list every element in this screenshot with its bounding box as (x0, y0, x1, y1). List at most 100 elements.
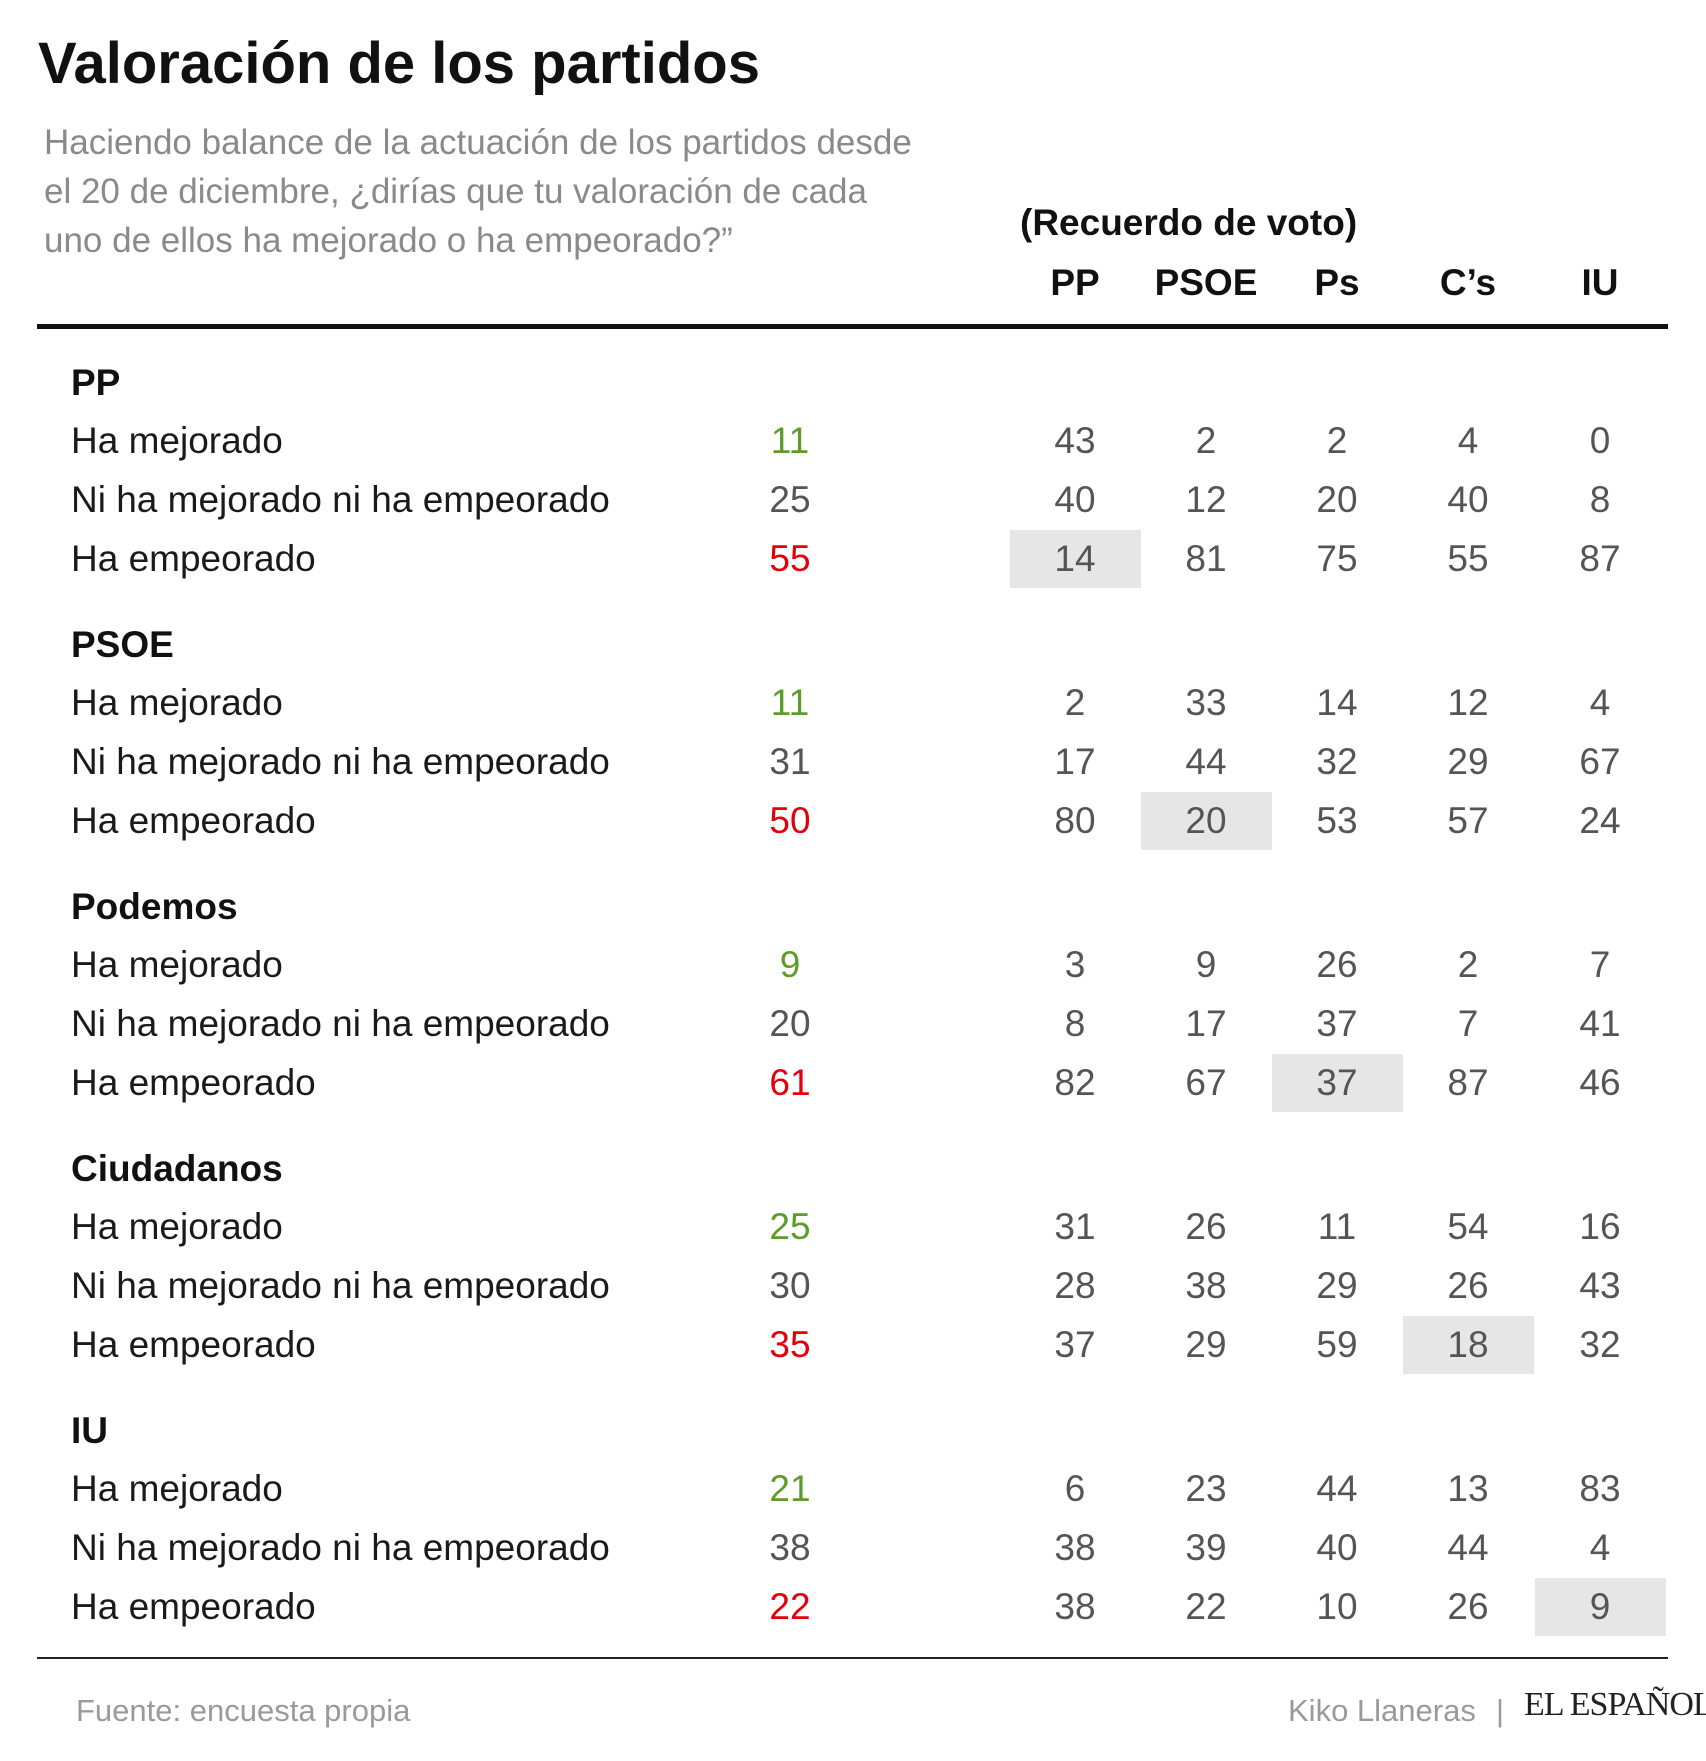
el-espanol-logo: EL ESPAÑOL (1524, 1686, 1706, 1723)
row-total: 25 (769, 479, 811, 520)
table-cell: 82 (1054, 1062, 1096, 1103)
table-cell: 53 (1316, 800, 1358, 841)
row-total: 38 (769, 1527, 811, 1568)
row-label: Ha empeorado (71, 538, 316, 579)
table-cell: 54 (1447, 1206, 1489, 1247)
table-cell: 17 (1185, 1003, 1227, 1044)
table-cell: 16 (1579, 1206, 1621, 1247)
table-cell: 46 (1579, 1062, 1621, 1103)
table-cell: 43 (1054, 420, 1096, 461)
row-total: 50 (769, 800, 811, 841)
column-header: C’s (1439, 262, 1497, 303)
chart-title: Valoración de los partidos (38, 31, 760, 96)
table-cell: 13 (1447, 1468, 1489, 1509)
table-cell: 4 (1589, 682, 1611, 723)
table-cell: 32 (1316, 741, 1358, 782)
row-label: Ha mejorado (71, 1468, 283, 1509)
row-total: 21 (769, 1468, 811, 1509)
table-cell: 32 (1579, 1324, 1621, 1365)
row-total: 11 (770, 420, 810, 461)
row-label: Ha mejorado (71, 944, 283, 985)
table-cell: 67 (1579, 741, 1621, 782)
row-label: Ni ha mejorado ni ha empeorado (71, 479, 610, 520)
table-cell: 3 (1064, 944, 1086, 985)
table-cell: 39 (1185, 1527, 1227, 1568)
table-cell: 40 (1316, 1527, 1358, 1568)
row-total: 11 (770, 682, 810, 723)
table-cell: 44 (1447, 1527, 1489, 1568)
table-cell: 26 (1447, 1265, 1489, 1306)
row-total: 9 (779, 944, 801, 985)
table-cell: 67 (1185, 1062, 1227, 1103)
column-header: Ps (1314, 262, 1360, 303)
table-cell: 10 (1316, 1586, 1358, 1627)
table-cell: 38 (1054, 1527, 1096, 1568)
table-cell: 24 (1579, 800, 1621, 841)
table-cell: 37 (1316, 1003, 1358, 1044)
table-cell: 83 (1579, 1468, 1621, 1509)
author-credit: Kiko Llaneras (1288, 1693, 1476, 1728)
table-cell: 9 (1195, 944, 1217, 985)
row-total: 61 (769, 1062, 811, 1103)
table-cell: 40 (1054, 479, 1096, 520)
table-cell: 44 (1185, 741, 1227, 782)
table-cell: 26 (1316, 944, 1358, 985)
row-label: Ha mejorado (71, 420, 283, 461)
table-cell: 81 (1185, 538, 1227, 579)
table-cell: 57 (1447, 800, 1489, 841)
table-cell: 38 (1185, 1265, 1227, 1306)
chart-subtitle: Haciendo balance de la actuación de los … (44, 123, 912, 260)
row-label: Ni ha mejorado ni ha empeorado (71, 741, 610, 782)
row-label: Ha empeorado (71, 1586, 316, 1627)
credit-separator: | (1496, 1693, 1505, 1728)
table-cell: 14 (1316, 682, 1358, 723)
row-total: 22 (769, 1586, 811, 1627)
table-cell: 6 (1064, 1468, 1086, 1509)
table-cell: 17 (1054, 741, 1096, 782)
row-label: Ha mejorado (71, 682, 283, 723)
table-cell: 2 (1457, 944, 1479, 985)
group-title: Podemos (71, 886, 238, 927)
table-cell: 38 (1054, 1586, 1096, 1627)
table-cell: 40 (1447, 479, 1489, 520)
row-total: 35 (769, 1324, 811, 1365)
table-cell: 2 (1195, 420, 1217, 461)
table-cell: 28 (1054, 1265, 1096, 1306)
table-cell: 31 (1054, 1206, 1096, 1247)
table-cell: 26 (1185, 1206, 1227, 1247)
table-cell: 22 (1185, 1586, 1227, 1627)
highlighted-cell: 9 (1534, 1578, 1666, 1636)
table-cell: 43 (1579, 1265, 1621, 1306)
table-cell: 7 (1589, 944, 1611, 985)
table-cell: 2 (1326, 420, 1348, 461)
table-cell: 29 (1447, 741, 1489, 782)
table-cell: 23 (1185, 1468, 1227, 1509)
table-cell: 12 (1185, 479, 1227, 520)
row-label: Ni ha mejorado ni ha empeorado (71, 1265, 610, 1306)
highlighted-cell: 20 (1140, 792, 1272, 850)
row-total: 31 (769, 741, 811, 782)
table-cell: 26 (1447, 1586, 1489, 1627)
row-total: 30 (769, 1265, 811, 1306)
column-header: IU (1581, 262, 1619, 303)
row-total: 55 (769, 538, 811, 579)
table-cell: 41 (1579, 1003, 1621, 1044)
table-cell: 4 (1457, 420, 1479, 461)
table-cell: 12 (1447, 682, 1489, 723)
table-cell: 7 (1457, 1003, 1479, 1044)
row-label: Ha empeorado (71, 1324, 316, 1365)
group-title: IU (71, 1410, 108, 1451)
table-cell: 8 (1064, 1003, 1086, 1044)
table-cell: 29 (1316, 1265, 1358, 1306)
column-header: PP (1050, 262, 1100, 303)
table-cell: 29 (1185, 1324, 1227, 1365)
table-cell: 55 (1447, 538, 1489, 579)
table-cell: 11 (1317, 1206, 1357, 1247)
table-cell: 2 (1064, 682, 1086, 723)
group-title: PP (71, 362, 121, 403)
table-cell: 20 (1316, 479, 1358, 520)
footer-rule (37, 1657, 1668, 1659)
table-cell: 80 (1054, 800, 1096, 841)
column-header: PSOE (1154, 262, 1258, 303)
table-cell: 33 (1185, 682, 1227, 723)
